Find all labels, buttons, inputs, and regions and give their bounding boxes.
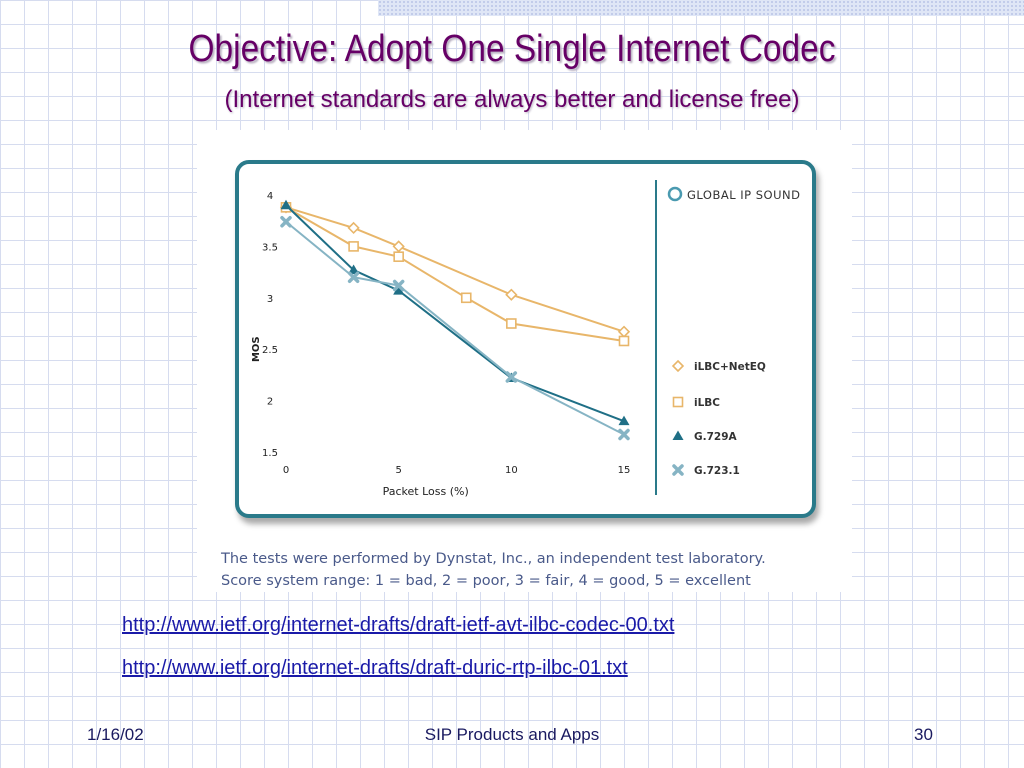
- y-axis-label: MOS: [251, 336, 262, 362]
- chart-caption: The tests were performed by Dynstat, Inc…: [221, 548, 841, 592]
- data-point-ilbc: [393, 251, 404, 262]
- y-tick-label: 4: [267, 191, 273, 202]
- legend-marker-ilbc-neteq: [671, 359, 685, 373]
- link-rtp-ilbc-draft[interactable]: http://www.ietf.org/internet-drafts/draf…: [122, 657, 628, 679]
- legend-label-ilbc-neteq: iLBC+NetEQ: [694, 361, 766, 373]
- data-point-ilbc-neteq: [392, 240, 405, 253]
- data-point-ilbc: [460, 292, 472, 304]
- data-point-g-729a: [348, 264, 360, 275]
- global-ip-sound-logo-text: GLOBAL IP SOUND: [687, 188, 801, 202]
- y-tick-label: 2.5: [262, 345, 278, 356]
- global-ip-sound-logo-icon: [667, 186, 683, 202]
- decorative-band: [378, 0, 1024, 16]
- slide-title: Objective: Adopt One Single Internet Cod…: [188, 28, 836, 70]
- data-point-g-723-1: [280, 215, 292, 228]
- series-line-ilbc: [285, 206, 625, 342]
- series-line-ilbc-neteq: [285, 206, 625, 333]
- legend-label-g-723-1: G.723.1: [694, 465, 740, 477]
- caption-line-1: The tests were performed by Dynstat, Inc…: [221, 551, 766, 567]
- link-ilbc-codec-draft[interactable]: http://www.ietf.org/internet-drafts/draf…: [122, 614, 675, 636]
- y-tick-label: 1.5: [262, 448, 278, 459]
- y-tick-label: 2: [267, 397, 273, 408]
- legend-marker-g-723-1: [672, 464, 684, 476]
- chart-svg: 1.5 2 2.5 3 3.5 4 0 5 10 15 Packet Loss (%) MOS GLOB…: [251, 180, 801, 498]
- data-point-g-729a: [393, 285, 405, 295]
- legend-label-ilbc: iLBC: [694, 397, 720, 409]
- legend-marker-g-729a: [672, 430, 684, 440]
- footer-title: SIP Products and Apps: [424, 725, 600, 744]
- data-point-ilbc-neteq: [505, 288, 518, 301]
- data-point-g-723-1: [618, 428, 630, 441]
- data-point-ilbc-neteq: [617, 325, 631, 338]
- x-tick-label: 15: [618, 465, 631, 476]
- footer-page-number: 30: [914, 725, 933, 744]
- data-point-ilbc: [618, 335, 630, 347]
- data-point-g-729a: [280, 199, 292, 210]
- data-point-g-729a: [618, 415, 630, 426]
- y-tick-label: 3: [267, 294, 273, 305]
- data-point-g-723-1: [347, 271, 360, 283]
- x-tick-label: 10: [505, 465, 518, 476]
- chart-frame: [235, 160, 816, 518]
- legend-label-g-729a: G.729A: [694, 431, 738, 443]
- caption-line-2: Score system range: 1 = bad, 2 = poor, 3…: [221, 573, 751, 589]
- data-point-g-723-1: [505, 371, 518, 383]
- data-point-ilbc-neteq: [347, 221, 360, 235]
- x-tick-label: 0: [283, 465, 289, 476]
- slide-subtitle: (Internet standards are always better an…: [224, 86, 800, 113]
- y-tick-label: 3.5: [262, 242, 278, 253]
- x-axis-label: Packet Loss (%): [383, 485, 469, 498]
- chart-figure: 1.5 2 2.5 3 3.5 4 0 5 10 15 Packet Loss (%) MOS GLOB…: [197, 130, 852, 592]
- data-point-g-723-1: [392, 279, 405, 292]
- data-point-ilbc: [348, 241, 359, 252]
- legend-marker-ilbc: [672, 396, 684, 408]
- footer-date: 1/16/02: [87, 725, 144, 744]
- x-tick-label: 5: [395, 465, 401, 476]
- reference-links: http://www.ietf.org/internet-drafts/draf…: [122, 612, 674, 698]
- data-point-ilbc: [506, 318, 517, 329]
